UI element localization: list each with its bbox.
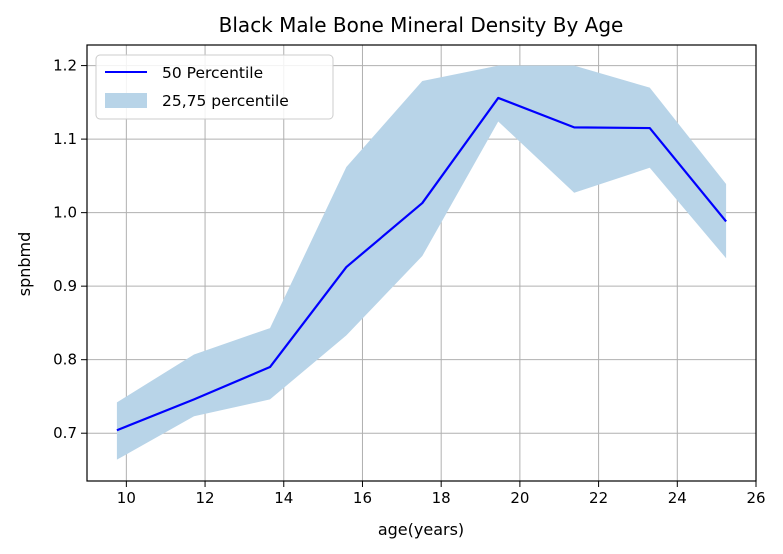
line-layer — [116, 96, 727, 432]
x-tick-label: 26 — [746, 489, 765, 507]
x-axis-label: age(years) — [378, 520, 464, 539]
percentile-band — [116, 65, 727, 460]
y-axis: 0.7 0.8 0.9 1.0 1.1 1.2 — [53, 57, 87, 442]
legend-entry-band: 25,75 percentile — [162, 92, 289, 110]
x-tick-label: 24 — [668, 489, 687, 507]
x-tick-label: 18 — [432, 489, 451, 507]
x-tick-label: 10 — [117, 489, 136, 507]
legend: 50 Percentile 25,75 percentile — [95, 54, 334, 120]
x-tick-label: 16 — [353, 489, 372, 507]
y-tick-label: 1.0 — [53, 204, 77, 222]
x-tick-label: 12 — [196, 489, 215, 507]
x-tick-label: 22 — [589, 489, 608, 507]
y-tick-label: 0.7 — [53, 424, 77, 442]
x-tick-label: 20 — [510, 489, 529, 507]
x-tick-label: 14 — [274, 489, 293, 507]
y-tick-label: 1.2 — [53, 57, 77, 75]
chart-title: Black Male Bone Mineral Density By Age — [219, 13, 624, 37]
y-tick-label: 0.9 — [53, 277, 77, 295]
y-tick-label: 1.1 — [53, 130, 77, 148]
y-axis-label: spnbmd — [15, 232, 34, 297]
legend-box — [95, 54, 334, 120]
y-tick-label: 0.8 — [53, 351, 77, 369]
legend-entry-median: 50 Percentile — [162, 64, 263, 82]
x-axis: 10 12 14 16 18 20 22 24 26 — [117, 481, 766, 507]
band-layer — [116, 65, 727, 460]
legend-band-swatch — [105, 93, 147, 108]
plot-frame — [86, 44, 757, 482]
